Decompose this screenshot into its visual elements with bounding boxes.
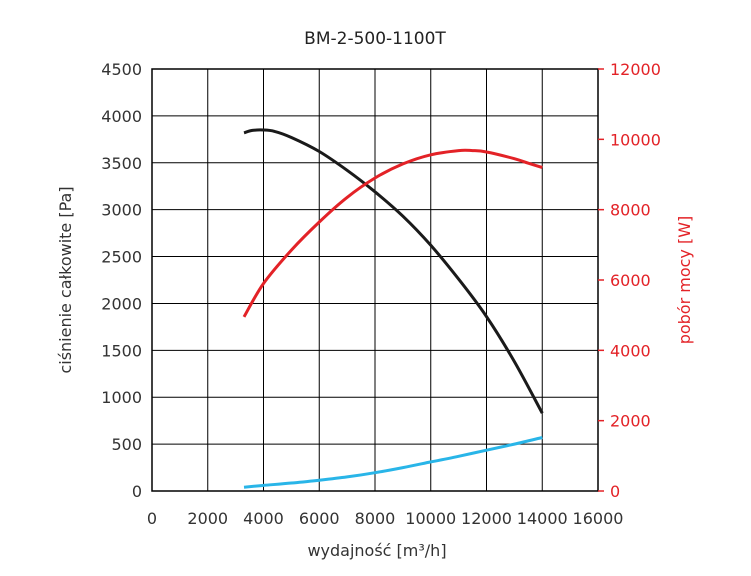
y-tick-label: 3000 bbox=[101, 201, 142, 220]
y2-axis-label: pobór mocy [W] bbox=[675, 216, 694, 345]
x-axis-label: wydajność [m³/h] bbox=[307, 541, 446, 560]
y-tick-label: 3500 bbox=[101, 154, 142, 173]
x-tick-label: 16000 bbox=[573, 509, 624, 528]
y-tick-label: 1500 bbox=[101, 341, 142, 360]
y2-tick-label: 4000 bbox=[610, 341, 651, 360]
y-tick-label: 2000 bbox=[101, 294, 142, 313]
y-tick-label: 4500 bbox=[101, 60, 142, 79]
x-tick-label: 14000 bbox=[517, 509, 568, 528]
y2-tick-label: 10000 bbox=[610, 130, 661, 149]
x-tick-label: 2000 bbox=[187, 509, 228, 528]
y-axis-label: ciśnienie całkowite [Pa] bbox=[56, 186, 75, 373]
y2-tick-label: 6000 bbox=[610, 271, 651, 290]
grid bbox=[152, 69, 598, 491]
x-tick-label: 0 bbox=[147, 509, 157, 528]
y2-tick-label: 0 bbox=[610, 482, 620, 501]
y2-tick-label: 8000 bbox=[610, 201, 651, 220]
x-tick-label: 10000 bbox=[405, 509, 456, 528]
x-tick-label: 4000 bbox=[243, 509, 284, 528]
x-tick-label: 8000 bbox=[355, 509, 396, 528]
y-tick-label: 2500 bbox=[101, 248, 142, 267]
y2-tick-label: 2000 bbox=[610, 412, 651, 431]
series-line-2 bbox=[242, 148, 543, 318]
series-line-0 bbox=[243, 128, 544, 414]
tick-labels: 0 2000 4000 6000 8000 10000 12000 14000 16000050… bbox=[101, 60, 661, 528]
y2-tick-label: 12000 bbox=[610, 60, 661, 79]
y-tick-label: 0 bbox=[132, 482, 142, 501]
chart-title: BM-2-500-1100T bbox=[304, 29, 446, 49]
y-tick-label: 4000 bbox=[101, 107, 142, 126]
y-tick-label: 1000 bbox=[101, 388, 142, 407]
series-line-1 bbox=[243, 436, 543, 489]
x-tick-label: 6000 bbox=[299, 509, 340, 528]
x-tick-label: 12000 bbox=[461, 509, 512, 528]
y-tick-label: 500 bbox=[111, 435, 142, 454]
series-layer bbox=[242, 128, 544, 489]
